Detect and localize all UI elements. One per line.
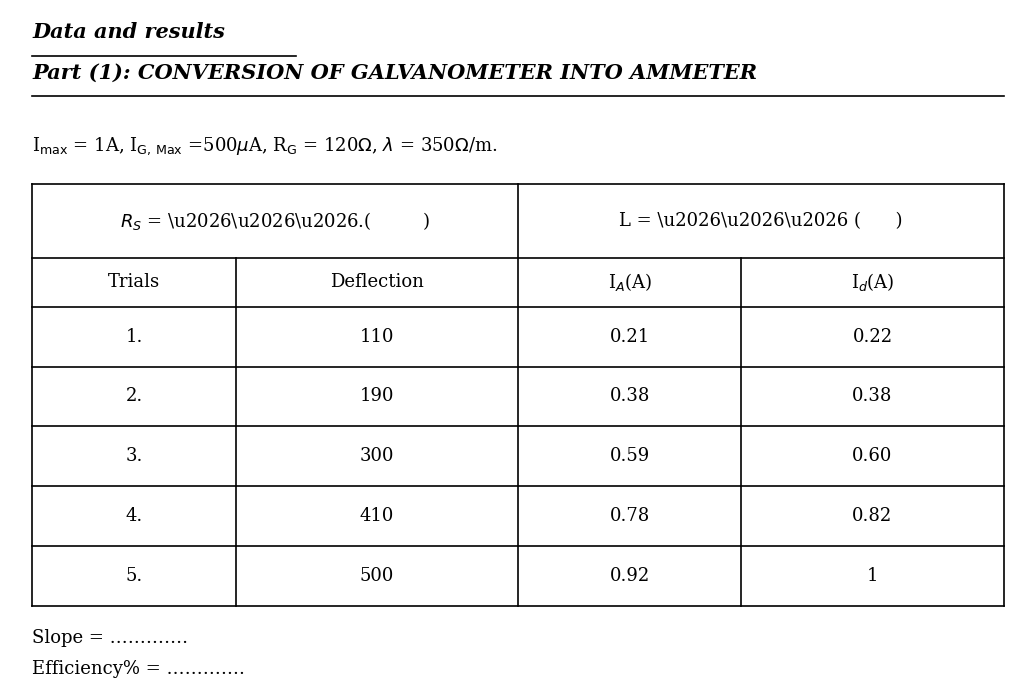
Text: 0.78: 0.78 [609,507,650,526]
Text: 0.22: 0.22 [853,327,893,346]
Text: Data and results: Data and results [32,22,225,43]
Text: 500: 500 [359,567,395,585]
Text: L = \u2026\u2026\u2026 (      ): L = \u2026\u2026\u2026 ( ) [620,212,902,230]
Text: I$_{\mathrm{max}}$ = 1A, I$_{\mathrm{G,\,Max}}$ =500$\mu$A, R$_{\mathrm{G}}$ = 1: I$_{\mathrm{max}}$ = 1A, I$_{\mathrm{G,\… [32,135,498,157]
Text: 3.: 3. [125,447,143,466]
Text: I$_d$(A): I$_d$(A) [851,272,894,293]
Text: 4.: 4. [125,507,143,526]
Text: Deflection: Deflection [330,274,424,291]
Text: I$_A$(A): I$_A$(A) [608,272,652,293]
Text: 300: 300 [359,447,395,466]
Text: 0.82: 0.82 [853,507,893,526]
Text: 0.60: 0.60 [853,447,893,466]
Text: Efficiency% = ………….: Efficiency% = …………. [32,660,246,678]
Text: 0.38: 0.38 [609,387,650,406]
Text: 0.59: 0.59 [609,447,650,466]
Text: 2.: 2. [125,387,143,406]
Text: $R_S$ = \u2026\u2026\u2026.(         ): $R_S$ = \u2026\u2026\u2026.( ) [120,210,430,232]
Text: 410: 410 [359,507,395,526]
Text: Slope = ………….: Slope = …………. [32,628,189,646]
Text: 1: 1 [867,567,879,585]
Text: Part (1): CONVERSION OF GALVANOMETER INTO AMMETER: Part (1): CONVERSION OF GALVANOMETER INT… [32,63,757,82]
Text: 0.92: 0.92 [609,567,650,585]
Text: 190: 190 [359,387,395,406]
Text: 0.21: 0.21 [609,327,650,346]
Text: 110: 110 [359,327,395,346]
Text: 0.38: 0.38 [853,387,893,406]
Text: 5.: 5. [125,567,143,585]
Text: Trials: Trials [109,274,161,291]
Text: 1.: 1. [125,327,143,346]
